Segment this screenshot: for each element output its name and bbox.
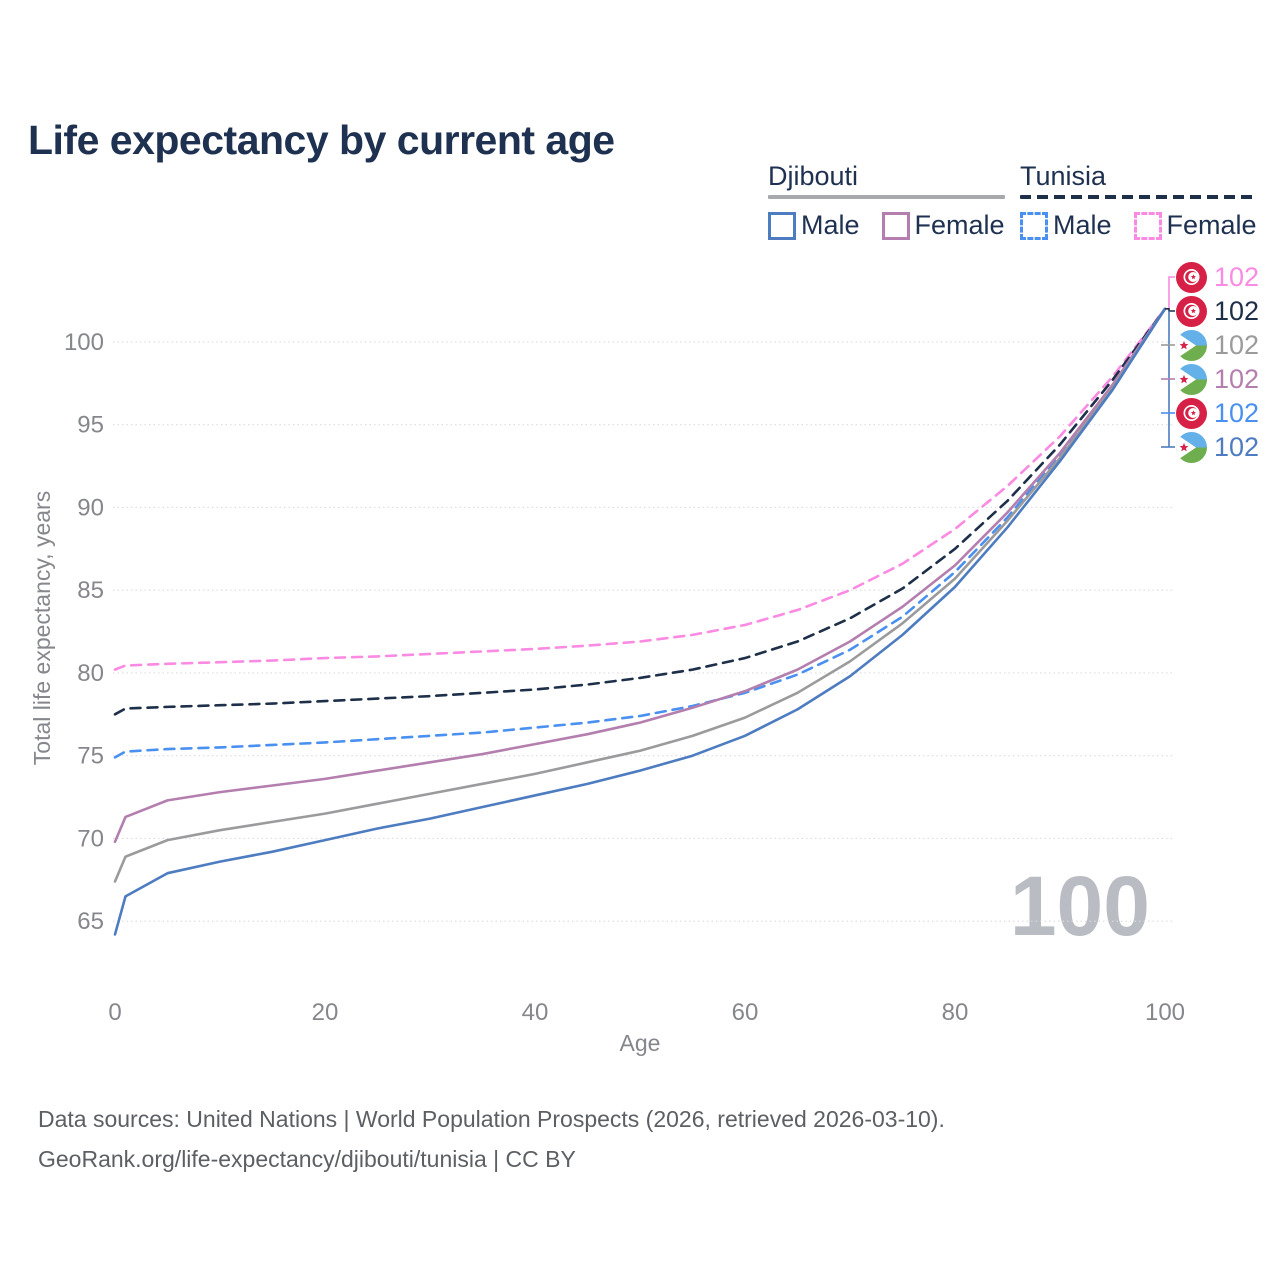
legend-item-tunisia-male[interactable]: Male (1020, 210, 1112, 241)
x-tick-label: 0 (108, 999, 121, 1026)
tunisia-flag-icon (1176, 261, 1207, 293)
page-title: Life expectancy by current age (28, 117, 615, 164)
age-counter-watermark: 100 (1009, 859, 1150, 953)
end-value-label: 102 (1214, 295, 1260, 326)
series-line-djibouti-male (113, 307, 1167, 936)
series-line-tunisia-both-sexes (113, 307, 1167, 716)
y-tick-label: 75 (77, 743, 104, 770)
legend-country-djibouti: Djibouti (768, 161, 859, 191)
series-line-tunisia-male (113, 307, 1167, 759)
legend-country-tunisia: Tunisia (1020, 161, 1107, 191)
end-label-row: 102 (1176, 261, 1259, 293)
djibouti-flag-icon (1176, 363, 1207, 395)
attribution-link-text: GeoRank.org/life-expectancy/djibouti/tun… (38, 1146, 576, 1172)
connector-line (1165, 308, 1175, 312)
end-value-label: 102 (1214, 363, 1260, 394)
end-label-row: 102 (1176, 329, 1259, 361)
legend-swatch-0-1[interactable] (881, 211, 910, 240)
end-value-label: 102 (1214, 397, 1260, 428)
legend-items-tunisia: Male Female (1020, 210, 1257, 241)
end-label-row: 102 (1176, 397, 1259, 429)
y-tick-label: 65 (77, 908, 104, 935)
tunisia-flag-icon (1176, 397, 1207, 429)
x-axis-title: Age (620, 1030, 661, 1056)
end-label-row: 102 (1176, 363, 1259, 395)
legend-group-tunisia: Tunisia Male Female (1020, 161, 1257, 241)
series-line-tunisia-female (113, 307, 1167, 671)
legend-group-djibouti: Djibouti Male Female (768, 161, 1005, 241)
x-tick-label: 60 (732, 999, 759, 1026)
end-value-label: 102 (1214, 431, 1260, 462)
y-tick-label: 100 (64, 329, 104, 356)
connector-line (1165, 276, 1175, 310)
end-value-label: 102 (1214, 329, 1260, 360)
legend-underline-1 (1020, 195, 1257, 199)
y-tick-label: 95 (77, 412, 104, 439)
legend-swatch-1-0[interactable] (1020, 211, 1048, 240)
y-tick-label: 80 (77, 660, 104, 687)
legend-item-djibouti-male[interactable]: Male (768, 210, 860, 241)
end-label-row: 102 (1176, 295, 1259, 327)
y-tick-label: 85 (77, 577, 104, 604)
djibouti-flag-icon (1176, 431, 1207, 463)
legend-item-tunisia-female[interactable]: Female (1133, 210, 1257, 241)
legend-swatch-1-1[interactable] (1133, 211, 1162, 240)
legend-label-tunisia-male: Male (1053, 210, 1112, 240)
legend-label-djibouti-female: Female (914, 210, 1005, 240)
legend-label-djibouti-male: Male (801, 210, 860, 240)
legend-item-djibouti-female[interactable]: Female (881, 210, 1005, 241)
legend-items-djibouti: Male Female (768, 210, 1005, 241)
x-tick-label: 20 (312, 999, 339, 1026)
series-line-djibouti-both-sexes (113, 307, 1167, 883)
djibouti-flag-icon (1176, 329, 1207, 361)
legend-underline-0 (768, 195, 1005, 199)
x-tick-label: 40 (522, 999, 549, 1026)
y-tick-label: 90 (77, 494, 104, 521)
y-tick-label: 70 (77, 825, 104, 852)
x-tick-label: 100 (1145, 999, 1185, 1026)
legend-label-tunisia-female: Female (1166, 210, 1257, 240)
end-label-row: 102 (1176, 431, 1259, 463)
y-axis-title: Total life expectancy, years (29, 491, 55, 765)
data-sources-text: Data sources: United Nations | World Pop… (38, 1106, 945, 1132)
x-tick-label: 80 (942, 999, 969, 1026)
series-line-djibouti-female (113, 307, 1167, 844)
end-value-label: 102 (1214, 261, 1260, 292)
tunisia-flag-icon (1176, 295, 1207, 327)
legend-swatch-0-0[interactable] (768, 211, 796, 240)
